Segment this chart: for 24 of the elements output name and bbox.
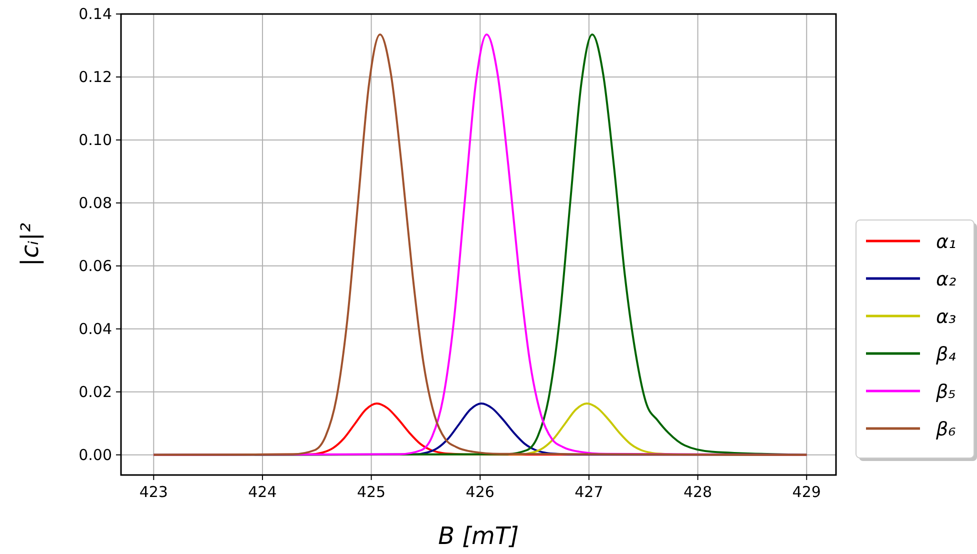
y-tick-label: 0.06 (78, 256, 112, 275)
legend-label: β₄ (935, 344, 956, 366)
y-tick-label: 0.10 (78, 130, 112, 149)
y-tick-label: 0.00 (78, 446, 112, 464)
line-series (152, 33, 808, 456)
y-tick-label: 0.14 (78, 5, 112, 23)
legend-label: α₁ (936, 231, 956, 253)
legend-label: β₆ (935, 418, 956, 440)
x-tick-label: 425 (356, 483, 386, 501)
y-tick-label: 0.04 (78, 320, 112, 338)
x-tick-label: 424 (248, 483, 277, 501)
x-tick-label: 429 (792, 483, 821, 501)
legend-label: α₃ (936, 306, 956, 328)
y-axis-title: |cᵢ|² (16, 222, 44, 266)
y-tick-label: 0.12 (78, 68, 112, 86)
x-tick-label: 423 (139, 483, 168, 501)
x-axis-title: B [mT] (438, 522, 519, 550)
x-tick-label: 427 (574, 483, 604, 501)
y-tick-label: 0.08 (78, 194, 112, 212)
x-tick-label: 428 (683, 483, 712, 501)
legend-label: α₂ (936, 268, 957, 290)
x-tick-label: 426 (466, 483, 494, 501)
legend-label: β₅ (935, 381, 956, 403)
y-tick-label: 0.02 (78, 382, 112, 401)
